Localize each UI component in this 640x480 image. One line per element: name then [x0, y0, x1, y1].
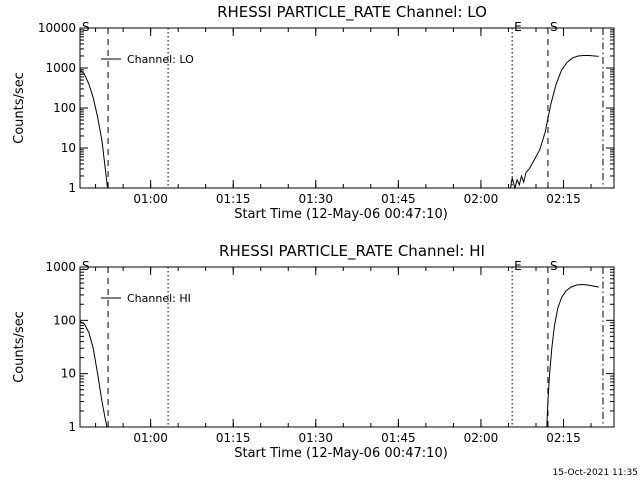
y-tick-label: 1000 [45, 61, 76, 75]
vertical-markers [107, 267, 604, 427]
legend-label: Channel: LO [127, 53, 194, 66]
x-axis-label: Start Time (12-May-06 00:47:10) [234, 207, 448, 222]
legend-label: Channel: HI [127, 292, 191, 305]
x-ticks: 01:00 01:15 01:30 01:45 02:00 02:15 [95, 28, 592, 206]
x-tick-label: 01:45 [381, 192, 416, 206]
series-line-rise [546, 283, 599, 428]
x-ticks: 01:00 01:15 01:30 01:45 02:00 02:15 [95, 267, 592, 445]
x-axis-label: Start Time (12-May-06 00:47:10) [234, 446, 448, 461]
flag-label: S [82, 259, 90, 273]
vertical-markers [107, 28, 604, 188]
y-ticks: 1 10 100 1000 10000 [38, 21, 614, 195]
x-tick-label: 02:00 [464, 431, 499, 445]
y-tick-label: 10 [61, 367, 76, 381]
series-lines [79, 283, 599, 428]
series-line-decay [79, 321, 108, 428]
panel-hi: RHESSI PARTICLE_RATE Channel: HI 1101001… [12, 242, 615, 461]
x-tick-label: 02:15 [546, 192, 581, 206]
panel-lo: RHESSI PARTICLE_RATE Channel: LO 1101001… [12, 3, 615, 222]
x-tick-label: 01:45 [381, 431, 416, 445]
x-tick-label: 01:15 [216, 192, 251, 206]
series-line-rise [510, 55, 599, 190]
x-tick-label: 01:15 [216, 431, 251, 445]
x-tick-label: 01:00 [133, 431, 168, 445]
y-tick-label: 100 [53, 101, 76, 115]
flag-label: S [550, 20, 558, 34]
flag-label: E [514, 259, 522, 273]
series-line-decay [79, 69, 108, 189]
x-tick-label: 01:30 [298, 431, 333, 445]
series-lines [79, 55, 599, 190]
flag-label: E [514, 20, 522, 34]
y-tick-label: 100 [53, 313, 76, 327]
plot-frame [79, 27, 615, 189]
x-tick-label: 01:30 [298, 192, 333, 206]
y-tick-label: 1000 [45, 260, 76, 274]
x-tick-label: 02:00 [464, 192, 499, 206]
y-tick-label: 1 [68, 181, 76, 195]
plot-frame [79, 266, 615, 428]
y-axis-label: Counts/sec [12, 72, 27, 144]
x-tick-label: 02:15 [546, 431, 581, 445]
flag-label: S [550, 259, 558, 273]
x-tick-label: 01:00 [133, 192, 168, 206]
y-tick-label: 10000 [38, 21, 76, 35]
y-ticks: 1 10 100 1000 [45, 260, 614, 434]
panel-title: RHESSI PARTICLE_RATE Channel: LO [217, 3, 487, 22]
y-tick-label: 10 [61, 141, 76, 155]
y-axis-label: Counts/sec [12, 311, 27, 383]
timestamp: 15-Oct-2021 11:35 [552, 468, 638, 478]
panel-title: RHESSI PARTICLE_RATE Channel: HI [219, 242, 485, 261]
flag-label: S [82, 20, 90, 34]
y-tick-label: 1 [68, 420, 76, 434]
